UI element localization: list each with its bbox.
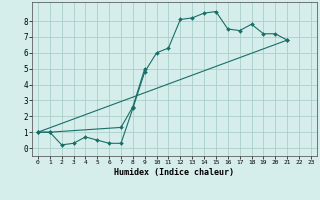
X-axis label: Humidex (Indice chaleur): Humidex (Indice chaleur) — [115, 168, 234, 177]
